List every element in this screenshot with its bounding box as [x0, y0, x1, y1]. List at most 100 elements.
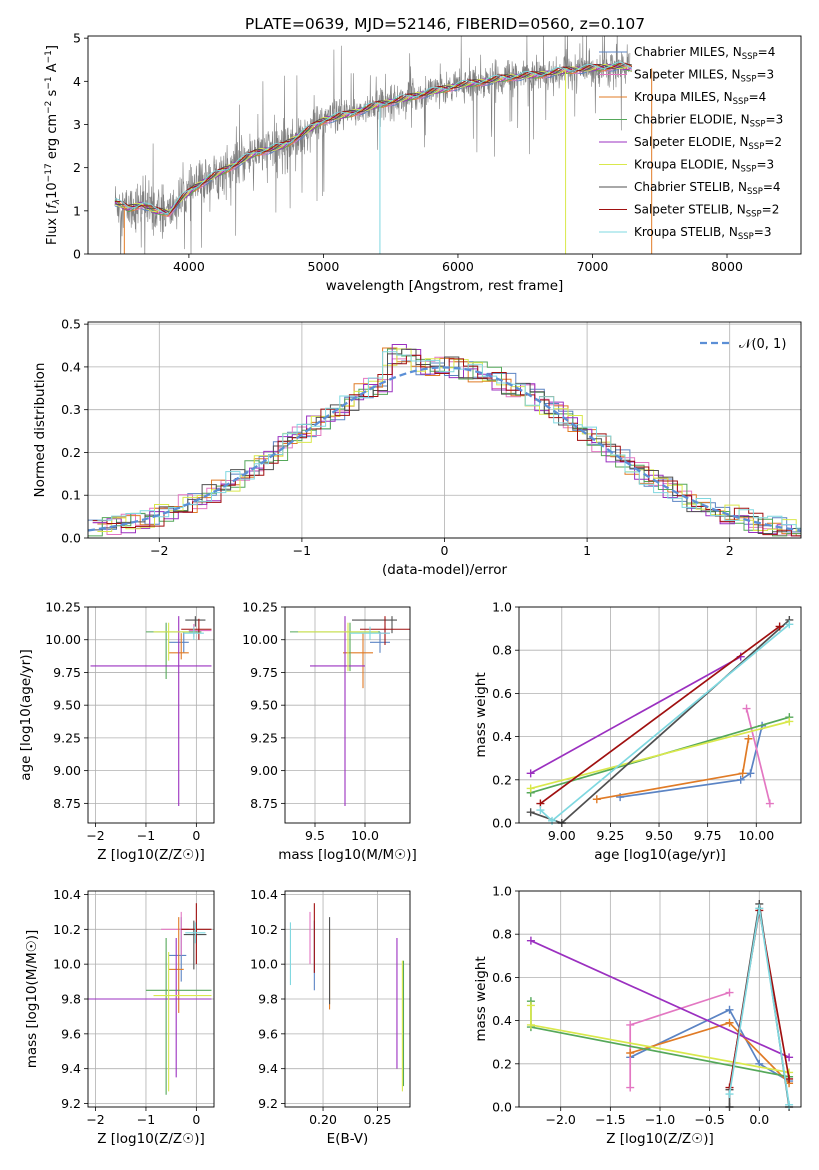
- series-salpeter-miles: [626, 988, 734, 1092]
- model-line-kroupa-stelib: [114, 61, 633, 214]
- y-tick-label: 0.2: [492, 772, 512, 787]
- y-tick-label: 10.00: [242, 632, 278, 647]
- data-point-marker: [746, 769, 755, 778]
- point-chabrier-stelib: [352, 616, 397, 634]
- point-salpeter-stelib: [181, 618, 212, 640]
- axes-frame: [87, 35, 802, 255]
- point-salpeter-stelib: [181, 903, 212, 965]
- x-tick-label: 0: [192, 828, 200, 843]
- y-tick-label: 0.4: [492, 1013, 512, 1028]
- weight-vs-Z-chart: −2.0 −1.5 −1.0 −0.5 0.0 0.0 0.2 0.4 0.6 0.8 1.0 Z […: [473, 884, 802, 1147]
- y-axis-label: mass [log10(M/M☉)]: [24, 930, 40, 1069]
- data-point-marker: [626, 1049, 635, 1057]
- y-tick-label: 9.2: [258, 1096, 278, 1111]
- mass-vs-Z-chart: −2 −1 0 9.2 9.4 9.6 9.8 10.0 10.2 10.4 Z [log10(Z/…: [24, 887, 215, 1147]
- y-tick-label: 10.25: [242, 600, 278, 615]
- y-tick-label: 5: [73, 31, 81, 46]
- figure-title: PLATE=0639, MJD=52146, FIBERID=0560, z=0…: [245, 15, 645, 33]
- y-tick-label: 10.2: [250, 922, 278, 937]
- y-tick-label: 0: [73, 247, 81, 262]
- y-tick-label: 9.8: [61, 992, 81, 1007]
- y-tick-label: 9.8: [258, 992, 278, 1007]
- data-spectrum-line: [114, 36, 631, 254]
- x-tick-label: 9.25: [596, 828, 624, 843]
- histogram-kroupa-stelib: [97, 351, 801, 529]
- series-kroupa-stelib: [725, 904, 794, 1109]
- point-salpeter-elodie: [310, 616, 365, 806]
- y-tick-label: 10.4: [53, 887, 81, 902]
- data-point-marker: [526, 808, 535, 817]
- data-point-marker: [785, 620, 794, 629]
- x-tick-label: −2: [86, 1112, 104, 1127]
- x-axis-label: age [log10(age/yr)]: [594, 847, 726, 863]
- x-tick-label: −1.0: [645, 1112, 675, 1127]
- x-axis-label: mass [log10(M/M☉)]: [278, 847, 417, 863]
- axes-frame: [87, 606, 215, 824]
- data-point-marker: [626, 1083, 635, 1092]
- point-salpeter-elodie: [90, 616, 212, 806]
- x-tick-label: 0.25: [363, 1112, 391, 1127]
- y-axis-label: Flux [fλ10−17 erg cm−2 s−1 A−1]: [44, 45, 62, 245]
- x-axis-label: E(B-V): [327, 1131, 369, 1147]
- data-point-marker: [765, 799, 774, 808]
- point-kroupa-stelib: [183, 626, 204, 640]
- legend-entry-salpeter-miles: Salpeter MILES, NSSP=3: [634, 68, 774, 85]
- y-tick-label: 9.00: [250, 763, 278, 778]
- y-tick-label: 3: [73, 117, 81, 132]
- y-tick-label: 0.0: [492, 816, 512, 831]
- y-tick-label: 0.0: [492, 1100, 512, 1115]
- x-axis-label: (data-model)/error: [382, 562, 508, 578]
- point-kroupa-elodie: [153, 951, 212, 1092]
- y-axis-label: mass weight: [473, 672, 489, 757]
- x-tick-label: −1: [137, 1112, 155, 1127]
- x-tick-label: 8000: [711, 259, 743, 274]
- x-tick-label: 2: [726, 543, 734, 558]
- spectrum-chart: 4000 5000 6000 7000 8000 0 1 2 3 4 5 wavelength [An…: [44, 31, 802, 294]
- point-chabrier-stelib: [185, 616, 206, 627]
- legend-entry-chabrier-elodie: Chabrier ELODIE, NSSP=3: [634, 113, 783, 130]
- age-vs-Z-chart: −2 −1 0 8.75 9.00 9.25 9.50 9.75 10.00 10.25 Z [lo…: [18, 600, 215, 863]
- data-point-marker: [626, 1020, 635, 1029]
- data-point-marker: [526, 784, 535, 793]
- point-chabrier-miles: [168, 917, 187, 982]
- x-axis-label: Z [log10(Z/Z☉)]: [97, 847, 205, 863]
- y-tick-label: 1: [73, 203, 81, 218]
- x-tick-label: −2: [150, 543, 168, 558]
- y-tick-label: 0.2: [492, 1056, 512, 1071]
- axes-frame: [284, 606, 411, 824]
- point-chabrier-elodie: [145, 622, 202, 679]
- data-point-marker: [775, 622, 784, 631]
- data-point-marker: [526, 936, 535, 945]
- series-salpeter-elodie: [526, 936, 794, 1062]
- series-line: [530, 720, 790, 790]
- data-point-marker: [742, 704, 751, 713]
- y-tick-label: 10.0: [250, 957, 278, 972]
- x-axis-label: wavelength [Angstrom, rest frame]: [326, 278, 564, 294]
- y-tick-label: 0.6: [492, 970, 512, 985]
- y-tick-label: 0.8: [492, 643, 512, 658]
- y-tick-label: 0.4: [61, 359, 81, 374]
- data-point-marker: [785, 1053, 794, 1062]
- y-tick-label: 9.75: [250, 665, 278, 680]
- x-axis-label: Z [log10(Z/Z☉)]: [606, 1131, 714, 1147]
- data-point-marker: [755, 904, 764, 913]
- data-point-marker: [526, 769, 535, 778]
- gaussian-curve: [87, 366, 802, 532]
- point-salpeter-miles: [161, 911, 189, 956]
- y-tick-label: 0.8: [492, 927, 512, 942]
- y-tick-label: 10.4: [250, 887, 278, 902]
- series-chabrier-stelib: [526, 615, 794, 827]
- mass-vs-ebv-chart: 0.20 0.25 9.2 9.4 9.6 9.8 10.0 10.2 10.4 E(B-V): [250, 887, 411, 1147]
- x-tick-label: 9.75: [694, 828, 722, 843]
- x-tick-label: −2: [86, 828, 104, 843]
- y-tick-label: 9.50: [53, 698, 81, 713]
- y-tick-label: 10.0: [53, 957, 81, 972]
- data-point-marker: [785, 717, 794, 726]
- y-axis-label: mass weight: [473, 956, 489, 1041]
- model-line-salpeter-elodie: [114, 64, 633, 214]
- x-tick-label: −1: [293, 543, 311, 558]
- y-tick-label: 0.2: [61, 445, 81, 460]
- legend-entry-kroupa-miles: Kroupa MILES, NSSP=4: [634, 90, 766, 107]
- y-tick-label: 9.6: [258, 1026, 278, 1041]
